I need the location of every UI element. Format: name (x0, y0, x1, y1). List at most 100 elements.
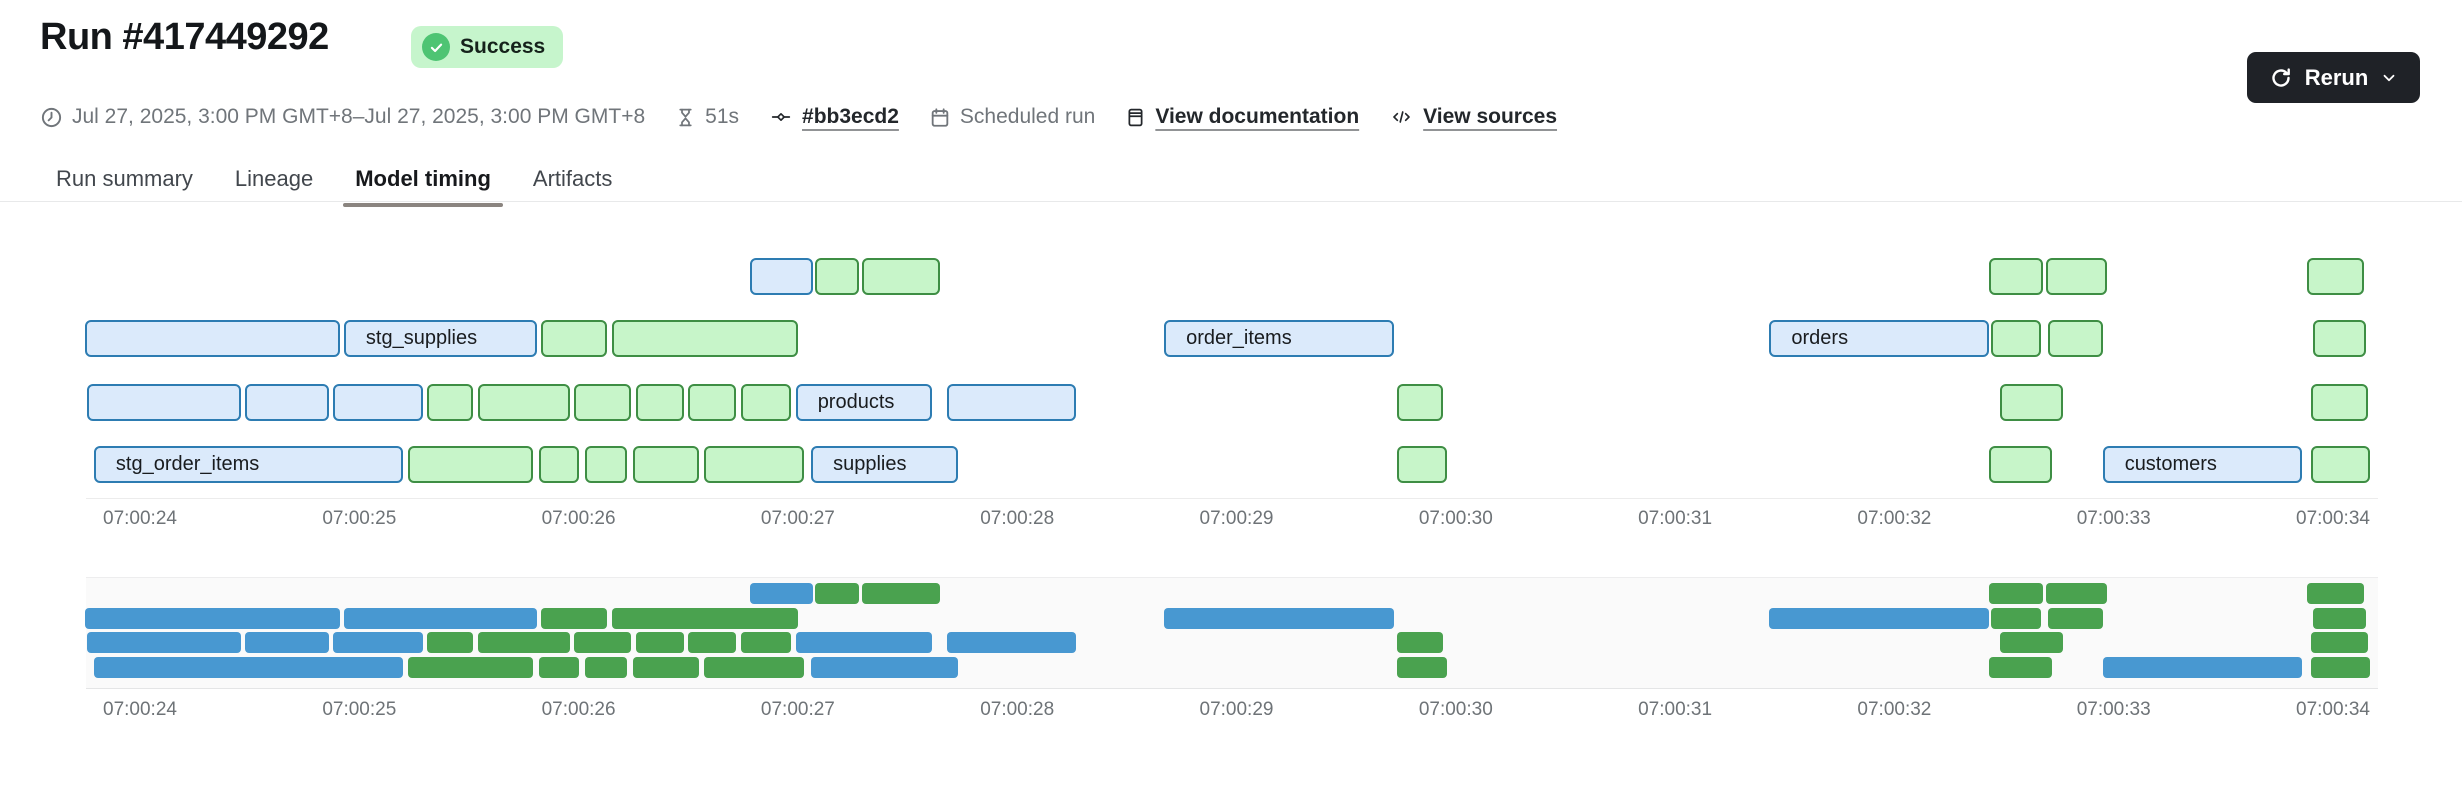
code-icon (1389, 107, 1414, 127)
minimap-bar[interactable] (2311, 657, 2371, 678)
minimap-bar[interactable] (1999, 632, 2064, 653)
timing-bar[interactable] (2045, 258, 2108, 295)
tab-lineage[interactable]: Lineage (234, 166, 314, 191)
minimap-bar[interactable] (2306, 583, 2364, 604)
timing-bar-order_items[interactable]: order_items (1164, 320, 1395, 357)
minimap-bar[interactable] (585, 657, 627, 678)
timing-bar[interactable] (2311, 446, 2371, 483)
timing-bar[interactable] (85, 320, 340, 357)
minimap-bar[interactable] (539, 657, 579, 678)
timing-bar[interactable] (703, 446, 805, 483)
bar-label: products (817, 391, 895, 413)
timing-bar[interactable] (585, 446, 627, 483)
timing-bar-customers[interactable] (2102, 657, 2303, 678)
timing-bar[interactable] (1999, 384, 2064, 421)
tab-model-timing[interactable]: Model timing (343, 166, 503, 207)
minimap-bar[interactable] (2311, 632, 2369, 653)
timing-bar[interactable] (477, 384, 570, 421)
rerun-button[interactable]: Rerun (2247, 52, 2420, 103)
timing-bar[interactable] (947, 384, 1077, 421)
minimap-bar[interactable] (815, 583, 860, 604)
minimap-bar[interactable] (1988, 583, 2044, 604)
minimap-bar[interactable] (2313, 608, 2366, 629)
model-timing-minimap[interactable]: 07:00:24 07:00:25 07:00:26 07:00:27 07:00:28… (0, 565, 2462, 735)
timing-bar[interactable] (541, 320, 608, 357)
timing-bar[interactable] (1990, 320, 2042, 357)
minimap-bar[interactable] (541, 608, 608, 629)
timing-bar[interactable] (1988, 446, 2053, 483)
minimap-bar[interactable] (1396, 657, 1447, 678)
timing-bar-customers[interactable]: customers (2102, 446, 2303, 483)
minimap-bar[interactable] (703, 657, 805, 678)
minimap-bar[interactable] (1988, 657, 2053, 678)
minimap-bar[interactable] (611, 608, 798, 629)
timing-bar[interactable] (574, 384, 632, 421)
timing-bar[interactable] (2047, 320, 2103, 357)
minimap-bar[interactable] (740, 632, 792, 653)
minimap-bar[interactable] (574, 632, 632, 653)
timing-bar-order_items[interactable] (1164, 608, 1395, 629)
timing-bar-supplies[interactable]: supplies (811, 446, 958, 483)
minimap-bar[interactable] (477, 632, 570, 653)
timing-bar[interactable] (749, 258, 814, 295)
minimap-bar[interactable] (2047, 608, 2103, 629)
axis-tick-label: 07:00:31 (1638, 699, 1713, 720)
tab-artifacts[interactable]: Artifacts (532, 166, 613, 191)
timing-bar-stg_supplies[interactable]: stg_supplies (343, 320, 537, 357)
minimap-bar[interactable] (87, 632, 241, 653)
timing-bar[interactable] (688, 384, 737, 421)
timing-bar[interactable] (87, 384, 241, 421)
timing-bar-products[interactable] (795, 632, 932, 653)
timing-bar-orders[interactable] (1769, 608, 1989, 629)
minimap-bar[interactable] (861, 583, 941, 604)
timing-bar[interactable] (333, 384, 423, 421)
minimap-bar[interactable] (85, 608, 340, 629)
timing-bar[interactable] (861, 258, 941, 295)
timing-bar[interactable] (815, 258, 860, 295)
timing-bar[interactable] (1396, 384, 1443, 421)
axis-tick-label: 07:00:29 (1199, 508, 1274, 529)
minimap-bar[interactable] (749, 583, 814, 604)
minimap-bar[interactable] (635, 632, 684, 653)
timing-bar[interactable] (1396, 446, 1447, 483)
minimap-bar[interactable] (427, 632, 474, 653)
timing-bar-products[interactable]: products (795, 384, 932, 421)
timing-bar[interactable] (407, 446, 533, 483)
axis-tick-label: 07:00:27 (760, 508, 835, 529)
tab-run-summary[interactable]: Run summary (56, 166, 193, 191)
bar-label: customers (2124, 453, 2217, 475)
minimap-bar[interactable] (2045, 583, 2108, 604)
axis-tick-label: 07:00:26 (541, 508, 616, 529)
axis-tick-label: 07:00:32 (1857, 699, 1932, 720)
view-documentation-link[interactable]: View documentation (1125, 105, 1359, 129)
timing-bar-orders[interactable]: orders (1769, 320, 1989, 357)
timing-bar-stg_order_items[interactable] (93, 657, 404, 678)
timing-bar-stg_order_items[interactable]: stg_order_items (93, 446, 404, 483)
view-sources-link[interactable]: View sources (1389, 105, 1557, 129)
timing-bar[interactable] (611, 320, 798, 357)
timing-bar[interactable] (427, 384, 474, 421)
run-duration-label: 51s (705, 105, 740, 128)
timing-bar[interactable] (633, 446, 700, 483)
timing-bar[interactable] (740, 384, 792, 421)
minimap-bar[interactable] (947, 632, 1077, 653)
timing-bar[interactable] (2313, 320, 2366, 357)
timing-bar[interactable] (2306, 258, 2364, 295)
minimap-bar[interactable] (245, 632, 329, 653)
minimap-bar[interactable] (1396, 632, 1443, 653)
timing-bar[interactable] (1988, 258, 2044, 295)
minimap-bar[interactable] (1990, 608, 2042, 629)
minimap-bar[interactable] (407, 657, 533, 678)
timing-bar-stg_supplies[interactable] (343, 608, 537, 629)
commit-link[interactable]: #bb3ecd2 (769, 105, 899, 129)
timing-bar[interactable] (2311, 384, 2369, 421)
timing-bar[interactable] (539, 446, 579, 483)
timing-bar[interactable] (635, 384, 684, 421)
timing-bar-supplies[interactable] (811, 657, 958, 678)
timing-bar[interactable] (245, 384, 329, 421)
run-trigger: Scheduled run (929, 105, 1095, 129)
minimap-bar[interactable] (688, 632, 737, 653)
minimap-bar[interactable] (633, 657, 700, 678)
minimap-bar[interactable] (333, 632, 423, 653)
axis-tick-label: 07:00:29 (1199, 699, 1274, 720)
